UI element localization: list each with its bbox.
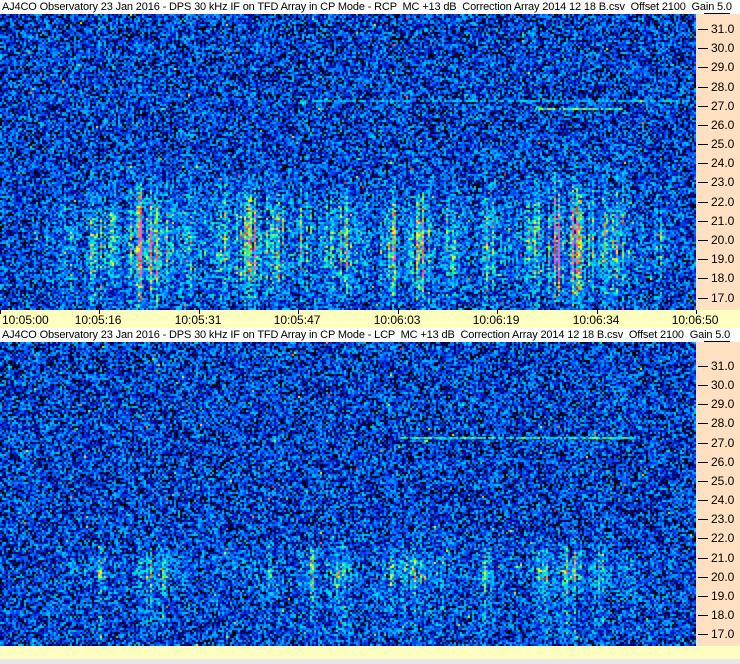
freq-tick bbox=[698, 182, 708, 183]
freq-tick-label: 28.0 bbox=[711, 80, 735, 94]
freq-tick bbox=[698, 67, 708, 68]
freq-tick bbox=[698, 385, 708, 386]
freq-tick-label: 22.0 bbox=[711, 531, 735, 545]
freq-tick-label: 29.0 bbox=[711, 397, 735, 411]
freq-tick bbox=[698, 519, 708, 520]
time-tick bbox=[0, 310, 1, 314]
freq-tick-label: 21.0 bbox=[711, 214, 735, 228]
freq-tick bbox=[698, 404, 708, 405]
time-tick-label: 10:06:50 bbox=[671, 313, 719, 327]
freq-tick bbox=[698, 163, 708, 164]
time-tick bbox=[99, 310, 100, 314]
freq-tick-label: 24.0 bbox=[711, 156, 735, 170]
freq-tick-label: 18.0 bbox=[711, 271, 735, 285]
freq-axis-lcp: 31.0 30.0 29.0 28.0 27.0 26.0 25.0 24.0 23.0 22.0… bbox=[696, 342, 740, 646]
time-tick bbox=[398, 310, 399, 314]
freq-tick bbox=[698, 278, 708, 279]
time-tick-label: 10:05:16 bbox=[74, 313, 122, 327]
freq-tick-label: 19.0 bbox=[711, 252, 735, 266]
freq-tick-label: 26.0 bbox=[711, 455, 735, 469]
time-tick-label: 10:05:00 bbox=[2, 313, 49, 327]
title-bar-rcp: AJ4CO Observatory 23 Jan 2016 - DPS 30 k… bbox=[0, 0, 740, 14]
time-tick-label: 10:05:47 bbox=[273, 313, 321, 327]
title-bar-lcp: AJ4CO Observatory 23 Jan 2016 - DPS 30 k… bbox=[0, 328, 740, 342]
time-tick bbox=[298, 310, 299, 314]
freq-tick-label: 22.0 bbox=[711, 195, 735, 209]
freq-tick-label: 25.0 bbox=[711, 137, 735, 151]
freq-tick bbox=[698, 423, 708, 424]
freq-tick bbox=[698, 538, 708, 539]
freq-tick bbox=[698, 615, 708, 616]
time-tick bbox=[696, 310, 697, 314]
freq-tick bbox=[698, 596, 708, 597]
freq-tick bbox=[698, 298, 708, 299]
freq-tick bbox=[698, 29, 708, 30]
freq-tick-label: 20.0 bbox=[711, 233, 735, 247]
bottom-time-axis bbox=[0, 646, 740, 659]
panel-title-lcp: AJ4CO Observatory 23 Jan 2016 - DPS 30 k… bbox=[2, 329, 731, 341]
freq-tick-label: 19.0 bbox=[711, 589, 735, 603]
freq-tick-label: 31.0 bbox=[711, 359, 735, 373]
freq-tick-label: 23.0 bbox=[711, 175, 735, 189]
title-underline-lcp bbox=[704, 341, 730, 342]
freq-tick bbox=[698, 577, 708, 578]
freq-tick-label: 25.0 bbox=[711, 474, 735, 488]
freq-axis-rcp: 31.0 30.0 29.0 28.0 27.0 26.0 25.0 24.0 23.0 22.0… bbox=[696, 14, 740, 310]
time-tick-label: 10:06:19 bbox=[472, 313, 520, 327]
time-axis: 10:05:00 10:05:16 10:05:31 10:05:47 10:06:03… bbox=[0, 310, 740, 328]
freq-tick bbox=[698, 87, 708, 88]
freq-tick bbox=[698, 125, 708, 126]
title-underline-rcp bbox=[704, 13, 730, 14]
freq-tick-label: 28.0 bbox=[711, 416, 735, 430]
freq-tick bbox=[698, 634, 708, 635]
time-tick-label: 10:05:31 bbox=[174, 313, 222, 327]
footer-strip bbox=[0, 659, 740, 664]
freq-tick-label: 26.0 bbox=[711, 118, 735, 132]
freq-tick bbox=[698, 202, 708, 203]
freq-tick-label: 24.0 bbox=[711, 493, 735, 507]
freq-tick-label: 27.0 bbox=[711, 436, 735, 450]
freq-tick bbox=[698, 48, 708, 49]
spectrogram-rcp-canvas bbox=[0, 14, 696, 310]
time-tick bbox=[199, 310, 200, 314]
freq-tick bbox=[698, 240, 708, 241]
freq-tick-label: 31.0 bbox=[711, 22, 735, 36]
panel-title-rcp: AJ4CO Observatory 23 Jan 2016 - DPS 30 k… bbox=[2, 1, 732, 13]
freq-tick bbox=[698, 366, 708, 367]
freq-tick-label: 30.0 bbox=[711, 41, 735, 55]
freq-tick-label: 17.0 bbox=[711, 627, 735, 641]
freq-tick bbox=[698, 462, 708, 463]
freq-tick-label: 17.0 bbox=[711, 291, 735, 305]
freq-tick-label: 29.0 bbox=[711, 60, 735, 74]
freq-tick bbox=[698, 144, 708, 145]
time-tick bbox=[597, 310, 598, 314]
freq-tick bbox=[698, 106, 708, 107]
freq-tick bbox=[698, 443, 708, 444]
freq-tick bbox=[698, 259, 708, 260]
freq-tick bbox=[698, 221, 708, 222]
time-tick-label: 10:06:34 bbox=[572, 313, 620, 327]
freq-tick bbox=[698, 481, 708, 482]
freq-tick-label: 27.0 bbox=[711, 99, 735, 113]
time-tick bbox=[497, 310, 498, 314]
freq-tick-label: 30.0 bbox=[711, 378, 735, 392]
freq-tick-label: 18.0 bbox=[711, 608, 735, 622]
freq-tick-label: 23.0 bbox=[711, 512, 735, 526]
time-tick-label: 10:06:03 bbox=[373, 313, 421, 327]
freq-tick-label: 20.0 bbox=[711, 570, 735, 584]
spectrogram-lcp-canvas bbox=[0, 342, 696, 646]
freq-tick bbox=[698, 558, 708, 559]
freq-tick-label: 21.0 bbox=[711, 551, 735, 565]
freq-tick bbox=[698, 500, 708, 501]
